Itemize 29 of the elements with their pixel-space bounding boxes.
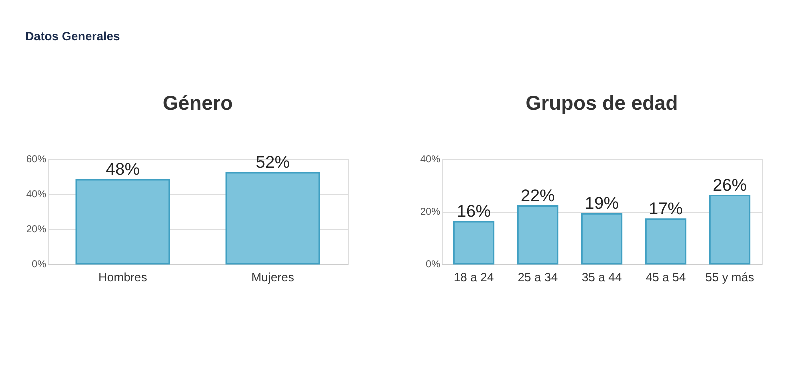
- x-tick-label: 25 a 34: [518, 270, 558, 284]
- x-tick-label: 35 a 44: [582, 270, 622, 284]
- x-tick-label: Mujeres: [252, 270, 294, 284]
- x-tick-label: 45 a 54: [646, 270, 686, 284]
- text: Datos Generales: [25, 30, 121, 44]
- y-tick-label: 0%: [426, 260, 441, 270]
- chart-title: Grupos de edad: [526, 93, 678, 115]
- y-tick-label: 20%: [420, 207, 441, 218]
- bar: [453, 221, 495, 265]
- bar: [709, 195, 751, 265]
- data-label: 19%: [584, 194, 620, 214]
- data-label: 48%: [106, 160, 140, 179]
- bar: [645, 218, 687, 265]
- y-tick-label: 40%: [26, 190, 47, 200]
- bar: [581, 213, 623, 265]
- data-label: 22%: [520, 186, 556, 206]
- x-tick-label: 18 a 24: [454, 270, 494, 284]
- x-tick-label: 55 y más: [706, 270, 754, 284]
- y-tick-label: 20%: [26, 224, 47, 236]
- data-label: 17%: [648, 199, 684, 218]
- data-label: 52%: [256, 153, 290, 172]
- y-tick-label: 40%: [420, 154, 441, 166]
- chart-title: Género: [162, 93, 234, 115]
- x-tick-label: Hombres: [98, 270, 148, 284]
- y-tick-label: 60%: [26, 154, 47, 166]
- bar: [517, 206, 559, 265]
- y-tick-label: 0%: [32, 260, 47, 270]
- data-label: 26%: [712, 176, 748, 195]
- data-label: 16%: [456, 202, 492, 221]
